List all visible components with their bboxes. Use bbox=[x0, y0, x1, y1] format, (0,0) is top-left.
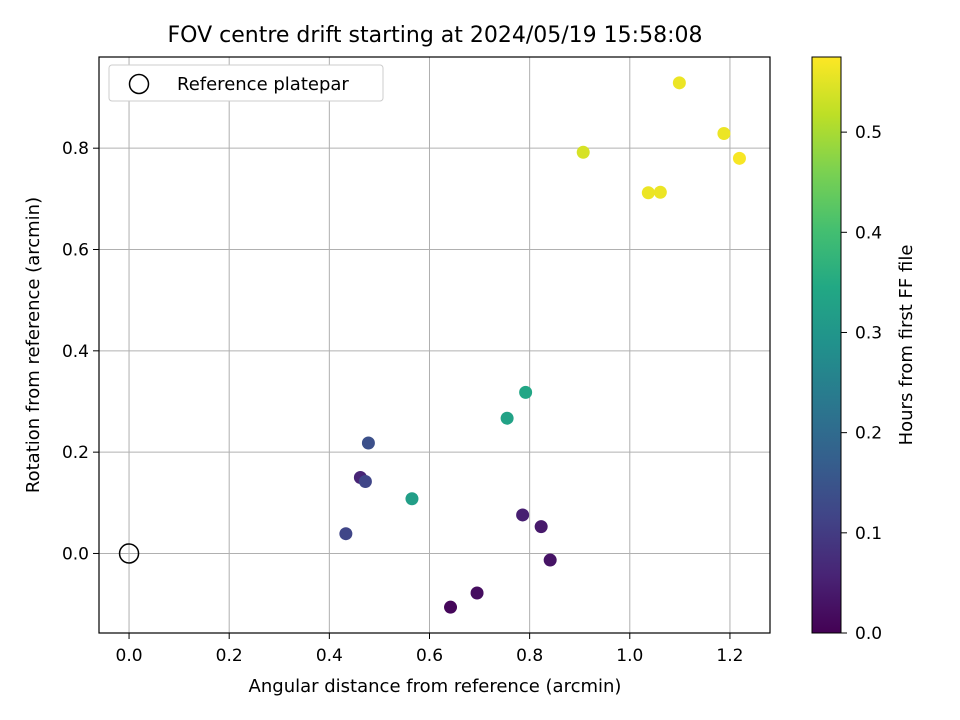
y-tick-label: 0.0 bbox=[62, 544, 89, 564]
y-axis-ticks: 0.0 0.2 0.4 0.6 0.8 bbox=[62, 139, 99, 564]
x-tick-label: 0.8 bbox=[516, 646, 543, 666]
x-tick-label: 1.2 bbox=[716, 646, 743, 666]
legend-reference-marker bbox=[128, 73, 150, 95]
y-tick-label: 0.2 bbox=[62, 443, 89, 463]
y-tick-label: 0.8 bbox=[62, 139, 89, 159]
x-axis-ticks: 0.0 0.2 0.4 0.6 0.8 1.0 1.2 bbox=[116, 633, 743, 666]
colorbar-label: Hours from first FF file bbox=[896, 245, 917, 446]
colorbar-tick-label: 0.5 bbox=[855, 123, 882, 143]
data-point bbox=[516, 508, 530, 522]
data-point bbox=[405, 492, 419, 506]
legend: Reference platepar bbox=[108, 64, 384, 102]
x-tick-label: 0.2 bbox=[216, 646, 243, 666]
data-point bbox=[576, 145, 590, 159]
data-point bbox=[519, 385, 533, 399]
colorbar-tick-label: 0.2 bbox=[855, 424, 882, 444]
legend-entry-label: Reference platepar bbox=[177, 74, 349, 95]
data-point bbox=[672, 76, 686, 90]
y-tick-label: 0.6 bbox=[62, 241, 89, 261]
data-point bbox=[543, 553, 557, 567]
data-point bbox=[641, 186, 655, 200]
data-point bbox=[444, 600, 458, 614]
data-point bbox=[339, 527, 353, 541]
plot-frame bbox=[98, 56, 771, 634]
data-point bbox=[653, 185, 667, 199]
reference-marker bbox=[118, 543, 140, 564]
colorbar-tick-label: 0.3 bbox=[855, 323, 882, 343]
colorbar: 0.0 0.1 0.2 0.3 0.4 0.5 Hours from first FF f… bbox=[811, 56, 917, 644]
grid-lines bbox=[99, 57, 770, 633]
data-point bbox=[500, 411, 514, 425]
data-point bbox=[361, 436, 375, 450]
colorbar-gradient bbox=[811, 56, 842, 634]
x-tick-label: 0.6 bbox=[416, 646, 443, 666]
x-tick-label: 0.0 bbox=[116, 646, 143, 666]
data-point bbox=[470, 586, 484, 600]
colorbar-tick-label: 0.0 bbox=[855, 624, 882, 644]
x-tick-label: 0.4 bbox=[316, 646, 343, 666]
colorbar-ticks: 0.0 0.1 0.2 0.3 0.4 0.5 bbox=[841, 123, 882, 644]
data-points bbox=[339, 76, 746, 614]
legend-box bbox=[108, 64, 384, 102]
colorbar-tick-label: 0.4 bbox=[855, 223, 882, 243]
chart-title: FOV centre drift starting at 2024/05/19 … bbox=[168, 23, 703, 48]
colorbar-tick-label: 0.1 bbox=[855, 524, 882, 544]
x-axis-label: Angular distance from reference (arcmin) bbox=[249, 676, 622, 697]
x-tick-label: 1.0 bbox=[616, 646, 643, 666]
data-point bbox=[358, 475, 372, 489]
y-tick-label: 0.4 bbox=[62, 342, 89, 362]
y-axis-label: Rotation from reference (arcmin) bbox=[23, 197, 44, 493]
data-point bbox=[732, 151, 746, 165]
data-point bbox=[534, 520, 548, 534]
reference-marker-group bbox=[118, 543, 140, 564]
data-point bbox=[717, 126, 731, 140]
